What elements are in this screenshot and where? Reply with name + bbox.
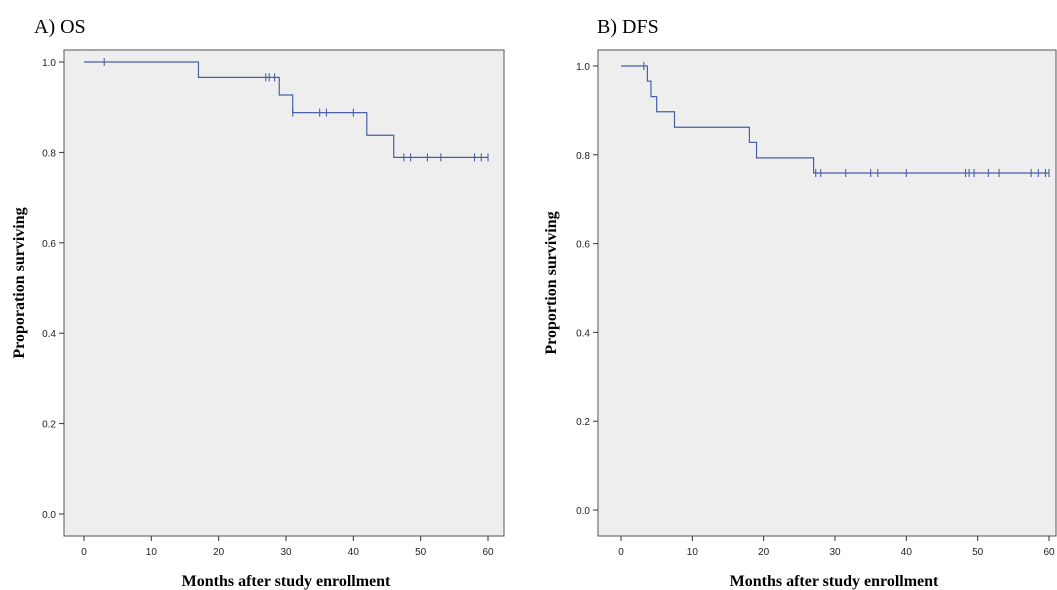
dfs-axes: 0 10 20 30 40 50 60 0.0 0.2 0.4 0.6 0.8 1.0 — [576, 62, 1055, 558]
os-survival-line — [84, 61, 488, 158]
dfs-x-tick-label: 10 — [687, 547, 699, 558]
dfs-x-tick-label: 50 — [972, 547, 984, 558]
os-plot-area — [63, 49, 505, 537]
dfs-panel: B) DFS Proportion surviving Months after… — [543, 16, 1057, 590]
dfs-curve — [621, 62, 1050, 178]
os-x-tick-label: 60 — [482, 547, 494, 558]
os-panel: A) OS Proporation surviving Months after… — [11, 16, 505, 590]
os-axes: 0 10 20 30 40 50 60 0.0 0.2 0.4 0.6 0.8 1.0 — [42, 58, 494, 558]
os-y-tick-label: 1.0 — [42, 58, 56, 69]
dfs-plot-area — [597, 49, 1057, 537]
dfs-survival-line — [621, 65, 1049, 174]
dfs-x-tick-label: 40 — [901, 547, 913, 558]
os-x-tick-label: 30 — [280, 547, 292, 558]
os-x-tick-label: 20 — [213, 547, 225, 558]
os-y-axis-title: Proporation surviving — [11, 207, 28, 358]
dfs-y-tick-label: 0.0 — [576, 506, 590, 517]
os-x-tick-label: 40 — [348, 547, 360, 558]
os-x-tick-label: 10 — [146, 547, 158, 558]
os-x-axis-title: Months after study enrollment — [182, 573, 391, 590]
dfs-panel-title: B) DFS — [597, 16, 659, 38]
os-panel-title: A) OS — [34, 16, 86, 38]
dfs-y-tick-label: 1.0 — [576, 62, 590, 73]
dfs-x-tick-label: 20 — [758, 547, 770, 558]
dfs-y-tick-label: 0.2 — [576, 417, 590, 428]
dfs-y-tick-label: 0.8 — [576, 151, 590, 162]
os-x-tick-label: 50 — [415, 547, 427, 558]
os-y-tick-label: 0.4 — [42, 329, 56, 340]
dfs-x-axis-title: Months after study enrollment — [730, 573, 939, 590]
dfs-x-tick-label: 60 — [1043, 547, 1055, 558]
dfs-x-tick-label: 30 — [829, 547, 841, 558]
dfs-y-axis-title: Proportion surviving — [543, 211, 560, 354]
dfs-y-tick-label: 0.6 — [576, 240, 590, 251]
os-y-tick-label: 0.2 — [42, 420, 56, 431]
os-y-tick-label: 0.8 — [42, 148, 56, 159]
os-y-tick-label: 0.0 — [42, 510, 56, 521]
os-curve — [84, 58, 489, 162]
os-x-tick-label: 0 — [81, 547, 87, 558]
dfs-y-tick-label: 0.4 — [576, 328, 590, 339]
os-y-tick-label: 0.6 — [42, 239, 56, 250]
dfs-x-tick-label: 0 — [618, 547, 624, 558]
